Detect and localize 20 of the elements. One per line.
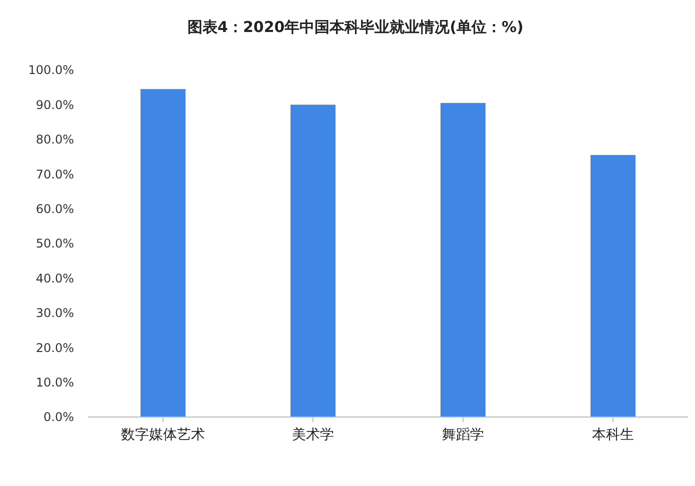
y-tick-label: 80.0% [36, 132, 74, 147]
y-tick-label: 40.0% [36, 271, 74, 286]
x-tick-label: 本科生 [592, 427, 634, 443]
x-tick-label: 数字媒体艺术 [121, 427, 205, 443]
y-tick-label: 90.0% [36, 98, 74, 112]
x-tick-label: 舞蹈学 [442, 427, 484, 443]
y-tick-label: 30.0% [36, 306, 74, 320]
y-tick-label: 50.0% [36, 236, 74, 251]
bar [590, 155, 636, 417]
bar [290, 104, 336, 417]
y-tick-label: 70.0% [36, 167, 74, 182]
x-tick-label: 美术学 [292, 427, 334, 443]
bar [440, 102, 486, 417]
chart-title: 图表4：2020年中国本科毕业就业情况(单位：%) [188, 18, 524, 36]
y-tick-label: 0.0% [44, 410, 74, 424]
y-tick-label: 20.0% [36, 340, 74, 355]
y-tick-label: 100.0% [28, 63, 74, 78]
y-tick-label: 60.0% [36, 202, 74, 216]
bar [140, 89, 186, 417]
y-tick-label: 10.0% [36, 376, 74, 390]
